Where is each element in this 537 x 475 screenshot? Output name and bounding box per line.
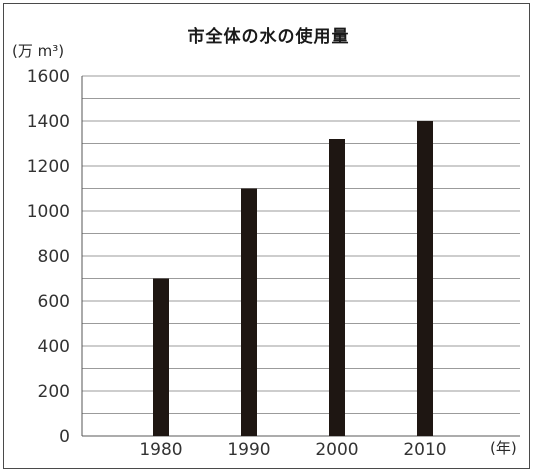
y-tick-label-1000: 1000 xyxy=(27,202,70,222)
bar-2000 xyxy=(329,139,345,436)
x-tick-label-1990: 1990 xyxy=(227,440,270,460)
y-tick-label-1200: 1200 xyxy=(27,157,70,177)
bar-1980 xyxy=(153,278,169,436)
y-tick-label-400: 400 xyxy=(38,337,70,357)
y-tick-labels: 0 200 400 600 800 1000 1200 1400 1600 xyxy=(27,67,70,447)
y-axis-unit-label: (万 m³) xyxy=(12,42,65,60)
bar-2010 xyxy=(417,121,433,436)
y-tick-label-200: 200 xyxy=(38,382,70,402)
grid-lines xyxy=(81,75,520,437)
x-tick-label-2010: 2010 xyxy=(403,440,446,460)
y-tick-label-1400: 1400 xyxy=(27,112,70,132)
bar-1990 xyxy=(241,188,257,436)
y-tick-label-600: 600 xyxy=(38,292,70,312)
x-tick-labels: 1980 1990 2000 2010 xyxy=(139,440,446,460)
bars xyxy=(153,121,433,436)
chart-title: 市全体の水の使用量 xyxy=(187,27,350,47)
x-tick-label-2000: 2000 xyxy=(315,440,358,460)
x-tick-label-1980: 1980 xyxy=(139,440,182,460)
y-tick-label-1600: 1600 xyxy=(27,67,70,87)
y-tick-label-0: 0 xyxy=(59,427,70,447)
y-tick-label-800: 800 xyxy=(38,247,70,267)
x-axis-unit-label: (年) xyxy=(490,439,517,457)
